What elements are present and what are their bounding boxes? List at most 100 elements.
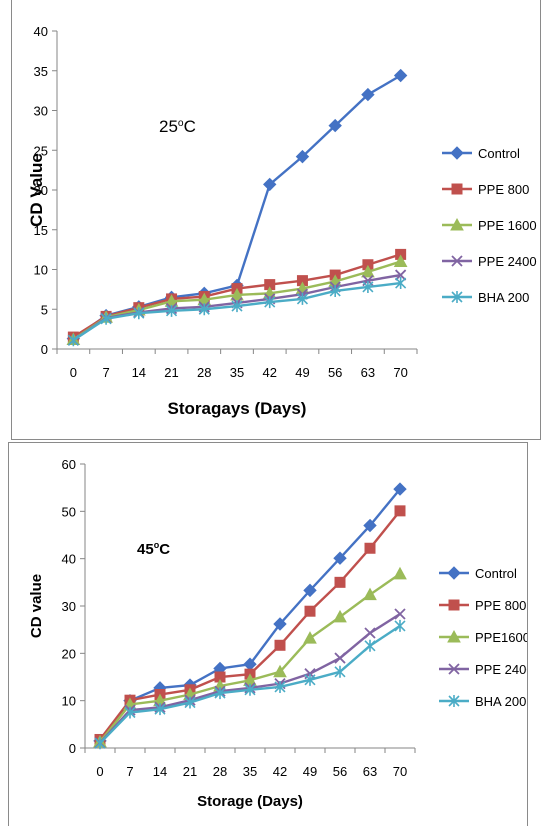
x-tick-label: 49 (295, 365, 309, 380)
data-point (303, 631, 317, 644)
chart-panel-25c: 0 5 10 15 20 25 30 35 40 0 7 14 21 28 35 42 49 56 63 70 Stor… (11, 0, 541, 440)
legend-label: Control (478, 146, 520, 161)
x-tick-label: 35 (243, 764, 257, 779)
series-bha-200 (94, 619, 406, 750)
x-tick-label: 35 (230, 365, 244, 380)
legend-item: Control (439, 566, 517, 581)
x-tick-label: 70 (393, 764, 407, 779)
x-tick-label: 7 (126, 764, 133, 779)
legend-item: PPE 1600 (442, 217, 537, 233)
data-point (274, 680, 286, 693)
x-tick-label: 42 (273, 764, 287, 779)
data-point (362, 280, 374, 293)
x-tick-label: 0 (70, 365, 77, 380)
data-point (304, 673, 316, 686)
data-point (214, 687, 226, 700)
data-point (263, 177, 277, 192)
data-point (363, 587, 377, 601)
data-point (329, 284, 341, 297)
y-tick-label: 15 (34, 223, 48, 238)
data-point (274, 639, 286, 651)
legend-item: Control (442, 146, 520, 161)
data-point (361, 264, 375, 278)
data-point (364, 627, 376, 639)
legend-marker (451, 291, 463, 303)
y-axis-title: CD Value (27, 153, 46, 227)
legend-label: PPE 800 (478, 182, 529, 197)
legend-marker (448, 695, 460, 707)
data-point (394, 505, 406, 517)
legend-label: PPE 1600 (478, 218, 537, 233)
x-tick-label: 14 (132, 365, 146, 380)
legend-marker (450, 146, 464, 160)
y-tick-label: 25 (34, 143, 48, 158)
y-tick-label: 0 (41, 342, 48, 357)
temperature-annotation: 25oC (159, 117, 196, 136)
data-point (94, 737, 106, 750)
legend-marker (448, 599, 460, 611)
x-tick-label: 28 (197, 365, 211, 380)
data-point (328, 118, 342, 133)
data-point (334, 576, 346, 588)
legend-marker (450, 217, 464, 231)
y-tick-label: 10 (34, 263, 48, 278)
y-tick-label: 0 (69, 741, 76, 756)
legend-marker (447, 566, 461, 580)
chart-25c: 0 5 10 15 20 25 30 35 40 0 7 14 21 28 35 42 49 56 63 70 Stor… (27, 24, 537, 418)
data-point (100, 312, 112, 325)
y-tick-label: 30 (34, 104, 48, 119)
x-tick-label: 56 (333, 764, 347, 779)
x-axis-title: Storage (Days) (197, 793, 303, 810)
y-tick-label: 40 (62, 552, 76, 567)
legend-label: PPE 2400 (478, 254, 537, 269)
data-point (394, 269, 407, 281)
legend-marker (447, 629, 461, 643)
legend-item: PPE 2400 (439, 662, 527, 677)
legend-label: PPE1600 (475, 630, 527, 645)
legend-marker (448, 663, 460, 675)
legend-label: BHA 200 (475, 694, 526, 709)
legend-item: BHA 200 (439, 694, 526, 709)
x-tick-label: 49 (303, 764, 317, 779)
data-point (273, 617, 287, 631)
legend-label: PPE 2400 (475, 662, 527, 677)
data-point (264, 296, 276, 309)
data-point (244, 683, 256, 696)
data-point (334, 665, 346, 678)
data-point (198, 303, 210, 316)
data-point (304, 605, 316, 617)
y-tick-label: 30 (62, 599, 76, 614)
legend-item: PPE 800 (439, 598, 526, 613)
data-point (273, 664, 287, 678)
data-point (303, 583, 317, 598)
data-point (230, 287, 244, 301)
chart-panel-45c: 0 10 20 30 40 50 60 0 7 14 21 28 35 42 49 56 63 70 Storage… (8, 442, 528, 826)
y-tick-label: 20 (62, 646, 76, 661)
x-tick-label: 21 (164, 365, 178, 380)
y-tick-label: 20 (34, 183, 48, 198)
data-point (393, 482, 407, 496)
series-bha-200 (67, 277, 407, 347)
x-tick-label: 42 (262, 365, 276, 380)
x-tick-label: 56 (328, 365, 342, 380)
y-tick-label: 5 (41, 302, 48, 317)
data-point (333, 609, 347, 623)
data-point (295, 149, 310, 164)
y-tick-label: 60 (62, 457, 76, 472)
data-point (394, 608, 406, 620)
data-point (333, 551, 347, 565)
data-point (184, 696, 196, 709)
data-point (67, 334, 79, 347)
data-point (231, 300, 243, 313)
data-point (296, 292, 309, 305)
y-tick-label: 40 (34, 24, 48, 39)
y-tick-label: 35 (34, 64, 48, 79)
data-point (394, 619, 406, 632)
legend-marker (451, 183, 463, 195)
data-point (361, 87, 375, 102)
y-tick-label: 50 (62, 504, 76, 519)
x-tick-label: 28 (213, 764, 227, 779)
data-point (124, 706, 136, 719)
series-ppe1600 (93, 566, 407, 748)
y-tick-label: 10 (62, 694, 76, 709)
